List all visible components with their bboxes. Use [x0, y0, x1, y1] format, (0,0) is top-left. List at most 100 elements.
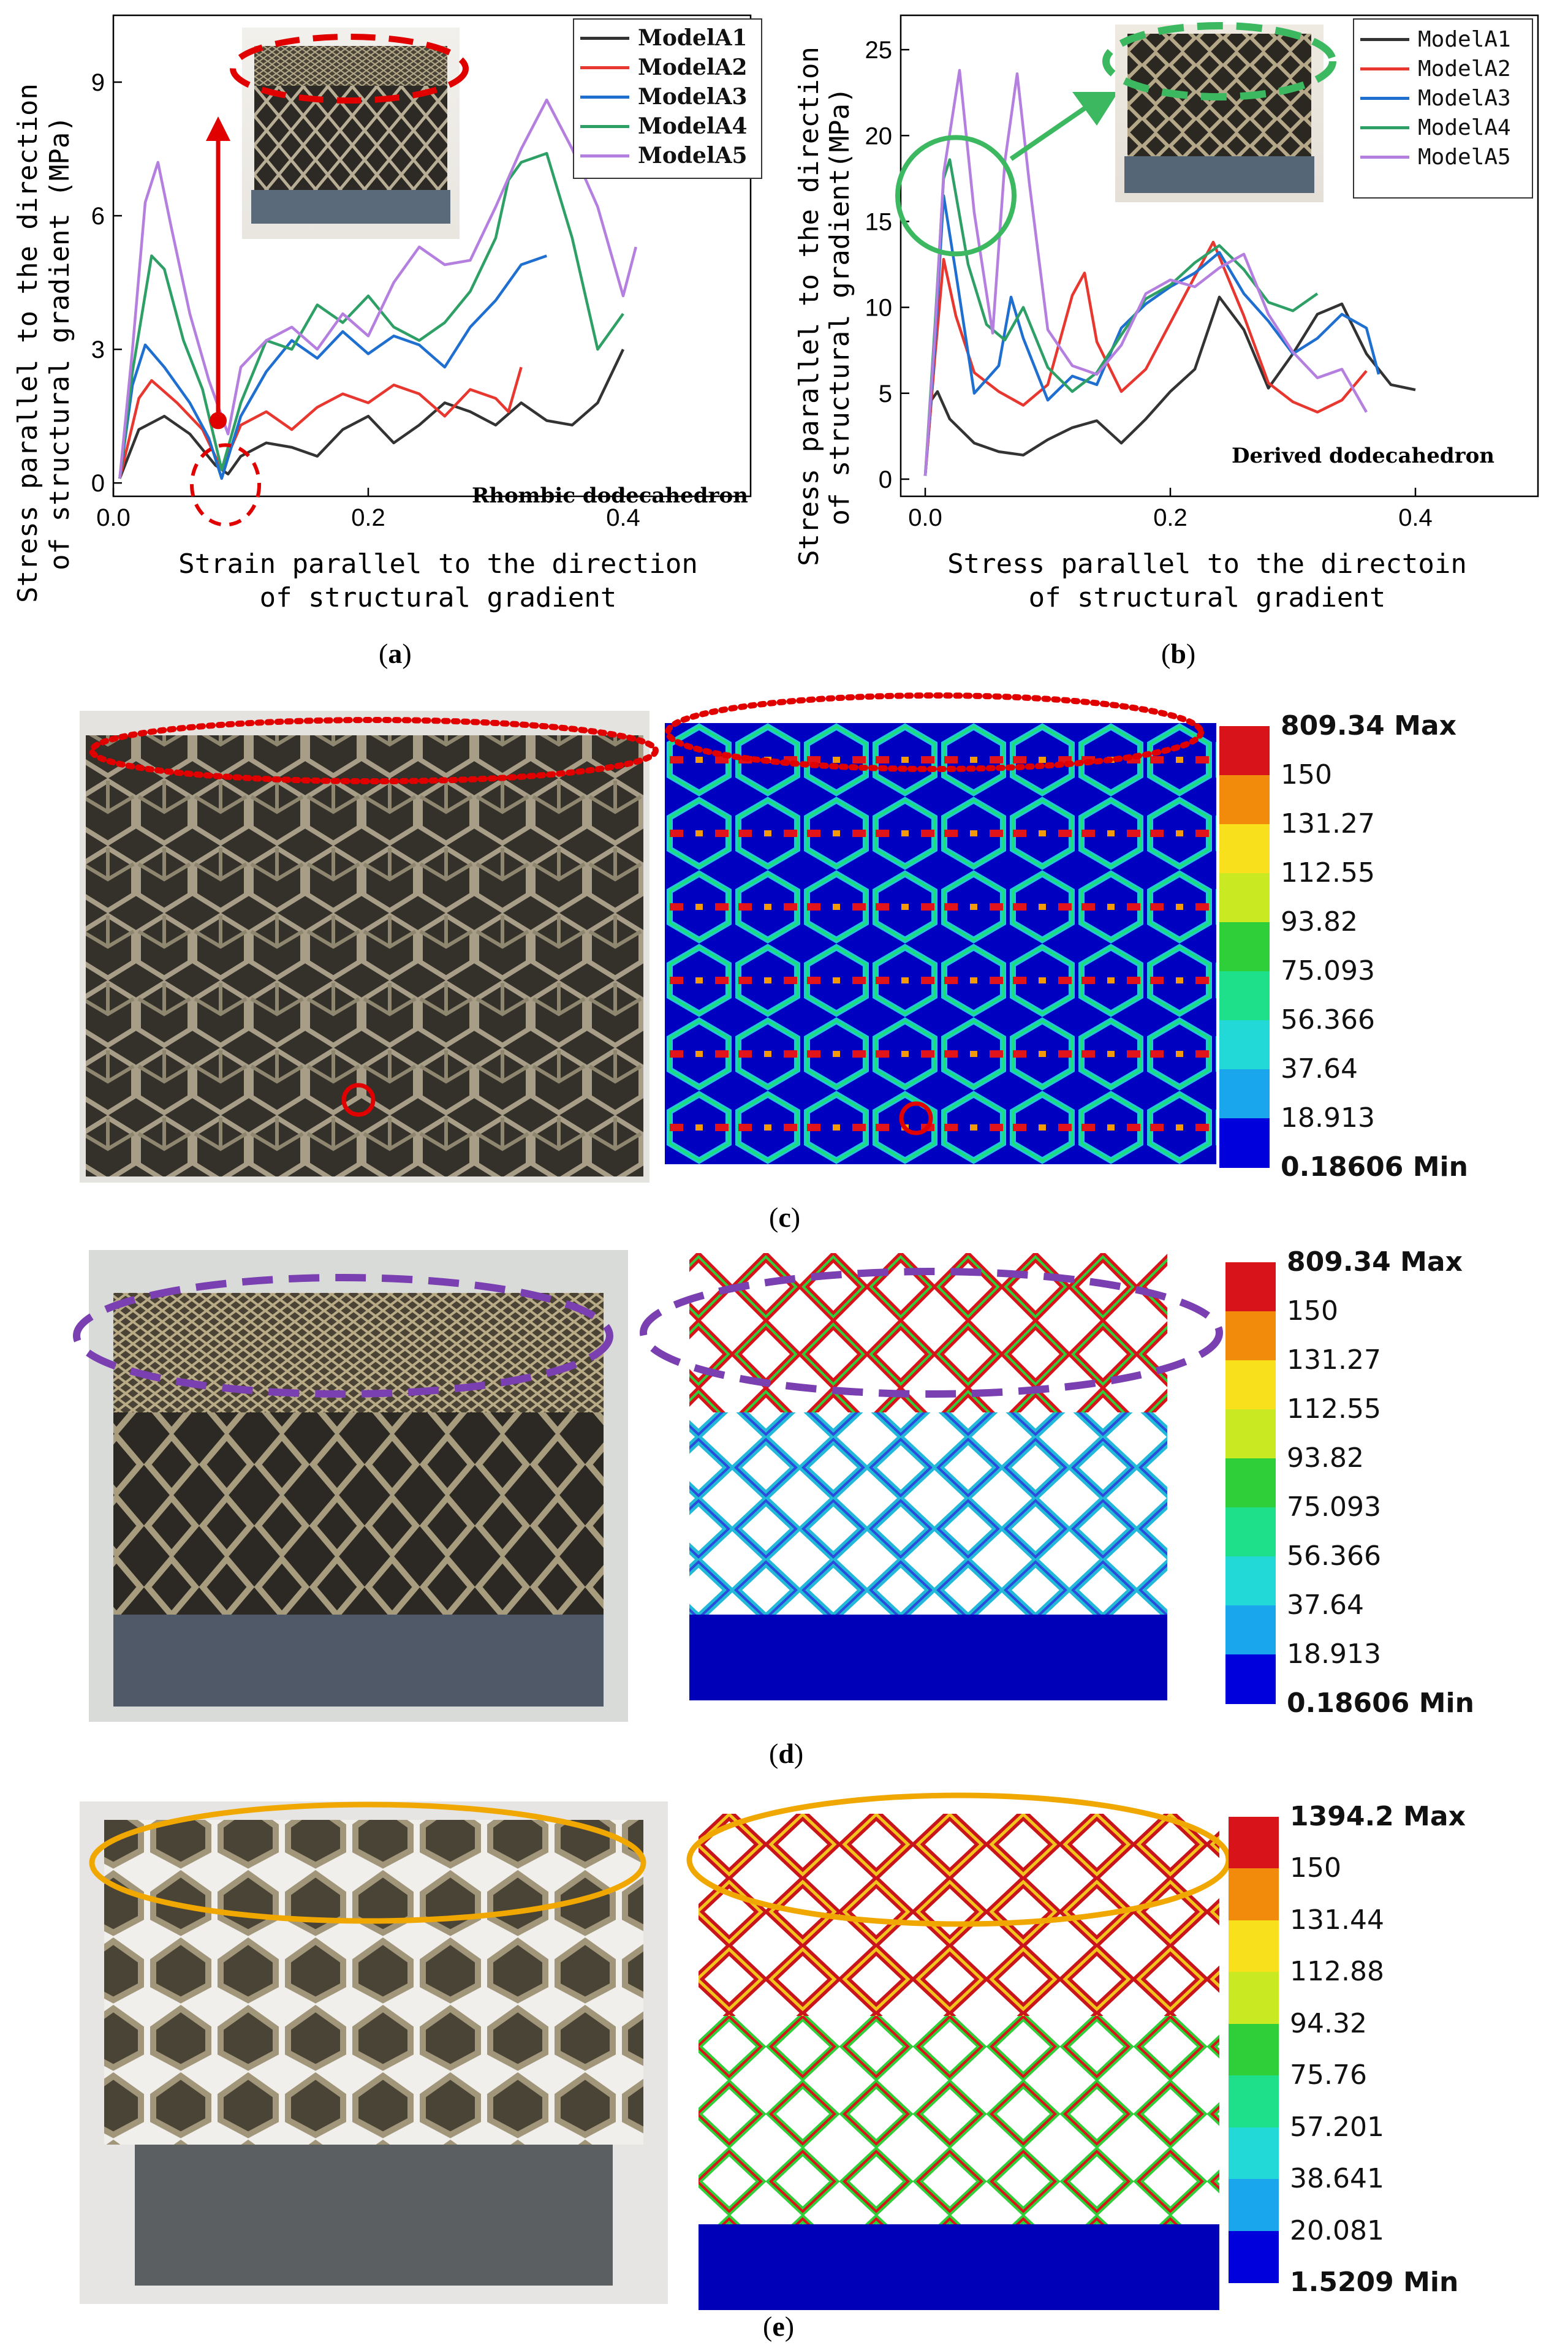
scale-label: 131.27 [1281, 808, 1375, 839]
legend-label: ModelA3 [1418, 85, 1511, 111]
legend-entry-modela1: ModelA1 [1354, 25, 1532, 54]
legend-label: ModelA1 [638, 25, 748, 51]
scale-label: 131.44 [1290, 1904, 1384, 1936]
chart-b-arrow-line [1009, 102, 1093, 161]
panel-label-d: (d) [769, 1738, 804, 1769]
scale-band [1225, 1556, 1276, 1606]
chart-b-peak-circle [895, 135, 1017, 257]
chart-a-ylabel-2: of structural gradient (MPa) [44, 116, 75, 570]
legend-swatch [580, 36, 629, 40]
legend-entry-modela3: ModelA3 [1354, 83, 1532, 113]
legend-entry-modela1: ModelA1 [574, 23, 761, 53]
legend-label: ModelA2 [638, 55, 748, 80]
scale-band [1219, 873, 1270, 923]
scale-label: 38.641 [1290, 2163, 1384, 2195]
scale-label: 18.913 [1287, 1638, 1381, 1670]
scale-band [1225, 1409, 1276, 1459]
chart-a-xlabel-2: of structural gradient [260, 582, 617, 613]
specimen-photo-c [80, 711, 650, 1183]
scale-label: 0.18606 Min [1281, 1151, 1468, 1183]
scale-label: 809.34 Max [1281, 710, 1456, 741]
legend-label: ModelA4 [1418, 115, 1511, 140]
legend-entry-modela4: ModelA4 [1354, 113, 1532, 142]
chart-a-series-modela2 [118, 366, 523, 479]
scale-label: 37.64 [1281, 1053, 1358, 1085]
scale-label: 112.88 [1290, 1956, 1384, 1988]
color-scale-c: 809.34 Max 150 131.27 112.55 93.82 75.093 56.3… [1219, 710, 1489, 1183]
chart-a-xtick-label: 0.2 [351, 504, 385, 531]
legend-entry-modela2: ModelA2 [574, 53, 761, 82]
chart-b-arrow-head [1072, 92, 1118, 126]
specimen-photo-e [80, 1801, 668, 2304]
legend-swatch [1360, 37, 1409, 41]
chart-b-ytick-label: 20 [865, 123, 893, 150]
chart-a-xtick-label: 0.4 [606, 504, 640, 531]
lattice-image-a [251, 46, 450, 224]
chart-a-series-modela3 [118, 254, 547, 480]
scale-band [1219, 971, 1270, 1021]
chart-b: Stress parallel to the direction of stru… [793, 14, 1539, 613]
scale-band [1229, 2230, 1279, 2283]
chart-a-series-modela4 [118, 152, 624, 479]
chart-b-series-modela4 [923, 158, 1319, 476]
scale-band [1229, 1972, 1279, 2025]
scale-band [1219, 775, 1270, 825]
legend-entry-modela2: ModelA2 [1354, 54, 1532, 83]
chart-b-ytick-label: 0 [879, 466, 892, 493]
scale-label: 56.366 [1281, 1004, 1375, 1036]
scale-band [1229, 2127, 1279, 2180]
scale-band [1219, 1118, 1270, 1168]
legend-swatch [580, 95, 629, 99]
chart-b-ytick-label: 5 [879, 381, 892, 407]
legend-swatch [1360, 155, 1409, 159]
chart-b-xtick-label: 0.4 [1398, 504, 1433, 531]
scale-band [1219, 824, 1270, 874]
inset-photo-a [242, 28, 460, 239]
legend-swatch [580, 154, 629, 157]
scale-label: 112.55 [1287, 1393, 1381, 1425]
red-dotted-ellipse-c-left [89, 717, 659, 784]
scale-band [1229, 1920, 1279, 1973]
legend-entry-modela5: ModelA5 [1354, 142, 1532, 172]
legend-entry-modela4: ModelA4 [574, 112, 761, 141]
legend-swatch [580, 66, 629, 69]
legend-entry-modela5: ModelA5 [574, 141, 761, 170]
chart-a-ytick-label: 6 [91, 203, 105, 230]
chart-a: Stress parallel to the direction of stru… [12, 14, 752, 613]
chart-b-series-modela3 [923, 194, 1381, 476]
chart-b-xlabel-2: of structural gradient [1029, 582, 1386, 613]
fea-result-d [665, 1253, 1216, 1719]
panel-label-e: (e) [763, 2311, 795, 2342]
scale-band [1229, 1817, 1279, 1870]
chart-a-series-modela5 [118, 98, 637, 479]
scale-band [1225, 1360, 1276, 1410]
scale-band [1225, 1605, 1276, 1655]
panel-label-a: (a) [379, 638, 412, 669]
red-circle-marker-c-right [899, 1101, 933, 1135]
scale-band [1229, 2179, 1279, 2232]
scale-label: 94.32 [1290, 2007, 1367, 2039]
chart-b-ytick-label: 25 [865, 37, 893, 64]
scale-label: 20.081 [1290, 2214, 1384, 2246]
scale-band [1225, 1311, 1276, 1361]
legend-label: ModelA4 [638, 113, 748, 139]
scale-label: 150 [1281, 759, 1332, 790]
scale-band [1219, 1020, 1270, 1070]
scale-label: 1.5209 Min [1290, 2267, 1459, 2298]
chart-a-ytick-label: 9 [91, 69, 105, 96]
scale-label: 18.913 [1281, 1102, 1375, 1134]
scale-label: 131.27 [1287, 1344, 1381, 1376]
fea-result-e [692, 1811, 1225, 2313]
scale-label: 37.64 [1287, 1589, 1364, 1621]
chart-a-ytick-label: 3 [91, 336, 105, 363]
orange-ellipse-e-right [686, 1792, 1232, 1927]
scale-label: 75.76 [1290, 2059, 1367, 2091]
scale-label: 1394.2 Max [1290, 1801, 1466, 1832]
chart-b-series-modela5 [923, 69, 1368, 476]
red-circle-marker-c-left [341, 1083, 376, 1117]
chart-b-series-modela1 [923, 295, 1416, 476]
purple-dashed-ellipse-d-right [640, 1268, 1223, 1398]
chart-a-valley-dashed-circle [190, 443, 262, 527]
chart-a-ytick-label: 0 [91, 470, 105, 497]
color-scale-e: 1394.2 Max 150 131.44 112.88 94.32 75.76 57.20… [1229, 1801, 1498, 2298]
